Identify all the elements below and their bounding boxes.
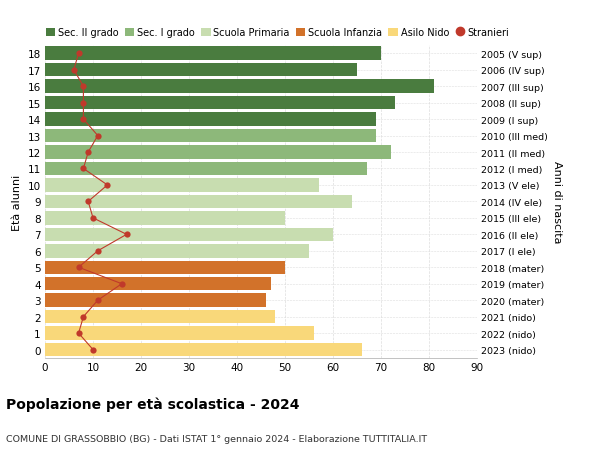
Bar — [45, 327, 314, 340]
Bar — [45, 80, 434, 94]
Bar — [45, 47, 381, 61]
Bar — [45, 212, 285, 225]
Bar — [45, 310, 275, 324]
Bar — [45, 261, 285, 274]
Bar — [45, 179, 319, 192]
Legend: Sec. II grado, Sec. I grado, Scuola Primaria, Scuola Infanzia, Asilo Nido, Stran: Sec. II grado, Sec. I grado, Scuola Prim… — [46, 28, 509, 38]
Bar — [45, 245, 309, 258]
Bar — [45, 277, 271, 291]
Text: Popolazione per età scolastica - 2024: Popolazione per età scolastica - 2024 — [6, 397, 299, 412]
Y-axis label: Età alunni: Età alunni — [12, 174, 22, 230]
Bar — [45, 343, 362, 357]
Bar — [45, 113, 376, 127]
Bar — [45, 146, 391, 159]
Bar — [45, 97, 395, 110]
Bar — [45, 195, 352, 209]
Text: COMUNE DI GRASSOBBIO (BG) - Dati ISTAT 1° gennaio 2024 - Elaborazione TUTTITALIA: COMUNE DI GRASSOBBIO (BG) - Dati ISTAT 1… — [6, 434, 427, 443]
Y-axis label: Anni di nascita: Anni di nascita — [552, 161, 562, 243]
Bar — [45, 228, 333, 241]
Bar — [45, 162, 367, 176]
Bar — [45, 64, 357, 77]
Bar — [45, 294, 266, 307]
Bar — [45, 129, 376, 143]
